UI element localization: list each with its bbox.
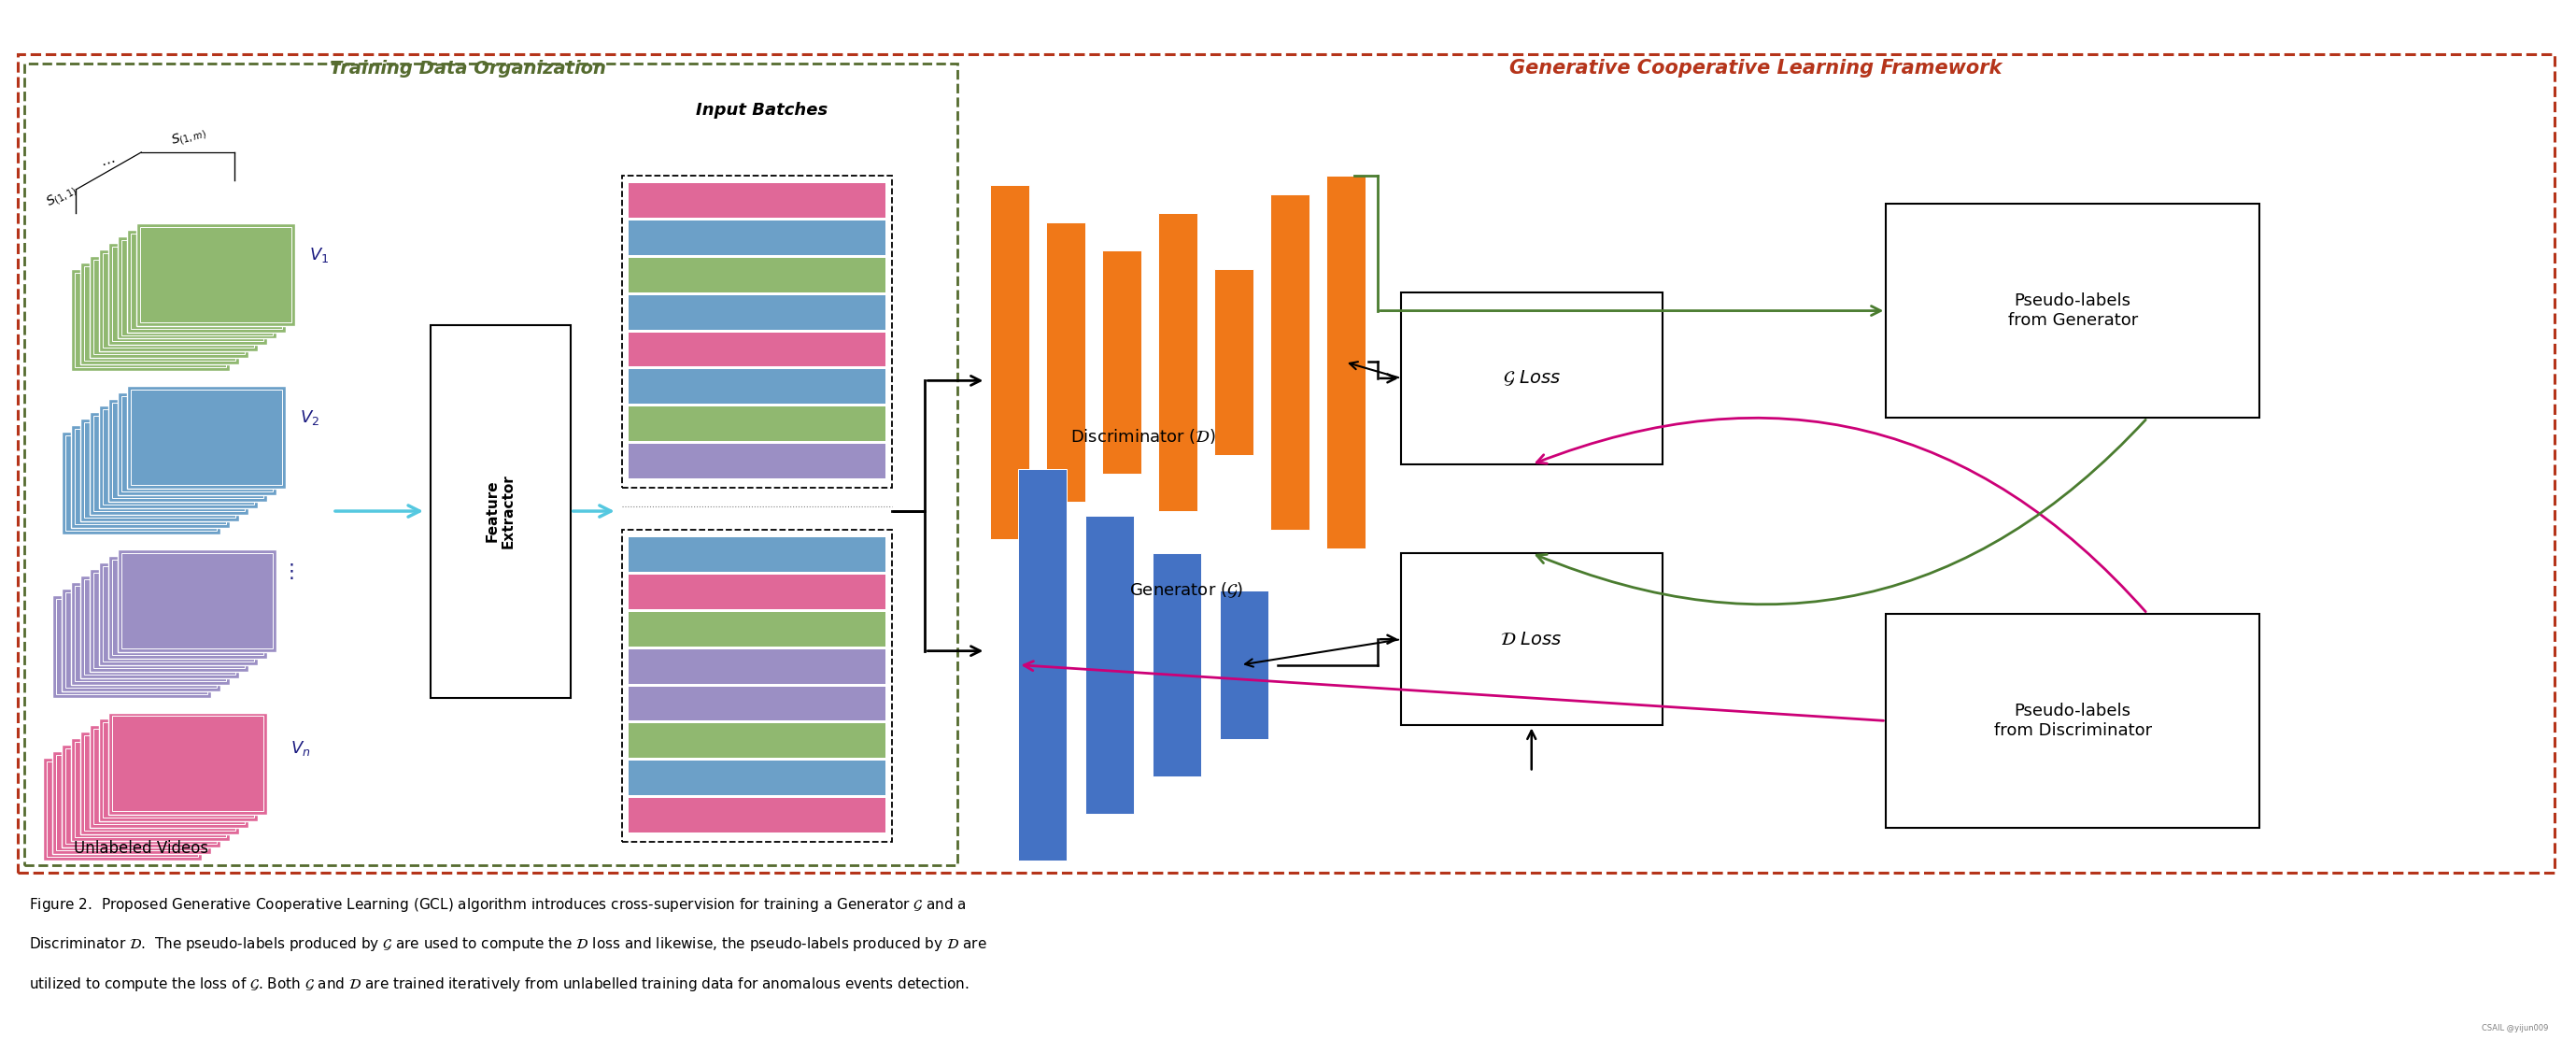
FancyBboxPatch shape <box>108 713 268 815</box>
FancyBboxPatch shape <box>52 595 211 697</box>
Text: Discriminator $\mathcal{D}$.  The pseudo-labels produced by $\mathcal{G}$ are us: Discriminator $\mathcal{D}$. The pseudo-… <box>28 936 987 953</box>
Text: Input Batches: Input Batches <box>696 102 827 119</box>
Text: CSAIL @yijun009: CSAIL @yijun009 <box>2481 1025 2548 1033</box>
Text: $S_{(1,m)}$: $S_{(1,m)}$ <box>170 123 209 150</box>
FancyBboxPatch shape <box>90 413 247 515</box>
FancyBboxPatch shape <box>629 798 886 833</box>
FancyBboxPatch shape <box>62 746 222 848</box>
FancyBboxPatch shape <box>629 406 886 441</box>
FancyBboxPatch shape <box>100 719 258 821</box>
FancyBboxPatch shape <box>629 723 886 758</box>
FancyBboxPatch shape <box>80 575 240 678</box>
FancyBboxPatch shape <box>1221 591 1267 739</box>
FancyBboxPatch shape <box>1159 213 1198 511</box>
FancyBboxPatch shape <box>118 236 276 339</box>
Text: Pseudo-labels
from Discriminator: Pseudo-labels from Discriminator <box>1994 702 2151 739</box>
FancyBboxPatch shape <box>137 223 296 325</box>
Text: $\vdots$: $\vdots$ <box>281 562 294 581</box>
FancyBboxPatch shape <box>80 262 240 364</box>
FancyBboxPatch shape <box>629 687 886 721</box>
FancyBboxPatch shape <box>108 399 268 502</box>
Text: utilized to compute the loss of $\mathcal{G}$. Both $\mathcal{G}$ and $\mathcal{: utilized to compute the loss of $\mathca… <box>28 976 969 993</box>
FancyBboxPatch shape <box>1084 516 1133 814</box>
FancyBboxPatch shape <box>1046 222 1084 502</box>
Text: $S_{(1,1)}$: $S_{(1,1)}$ <box>44 181 80 212</box>
FancyBboxPatch shape <box>80 419 240 521</box>
Text: $\mathcal{D}$ Loss: $\mathcal{D}$ Loss <box>1499 631 1564 649</box>
FancyBboxPatch shape <box>72 269 229 372</box>
Bar <box>26 64 958 866</box>
FancyBboxPatch shape <box>52 752 211 854</box>
FancyBboxPatch shape <box>108 242 268 345</box>
FancyBboxPatch shape <box>1103 251 1141 474</box>
FancyBboxPatch shape <box>108 556 268 658</box>
FancyBboxPatch shape <box>989 185 1030 539</box>
Text: Training Data Organization: Training Data Organization <box>330 60 605 77</box>
FancyBboxPatch shape <box>72 425 229 528</box>
Text: Unlabeled Videos: Unlabeled Videos <box>75 840 209 857</box>
Text: Figure 2.  Proposed Generative Cooperative Learning (GCL) algorithm introduces c: Figure 2. Proposed Generative Cooperativ… <box>28 895 966 913</box>
FancyBboxPatch shape <box>629 370 886 404</box>
Text: $V_2$: $V_2$ <box>299 409 319 428</box>
FancyBboxPatch shape <box>126 386 286 489</box>
FancyBboxPatch shape <box>118 550 276 652</box>
Bar <box>18 55 2555 873</box>
FancyBboxPatch shape <box>90 726 247 828</box>
FancyBboxPatch shape <box>90 256 247 358</box>
Text: $\mathcal{G}$ Loss: $\mathcal{G}$ Loss <box>1502 369 1561 388</box>
FancyBboxPatch shape <box>629 612 886 647</box>
FancyBboxPatch shape <box>72 738 229 841</box>
FancyBboxPatch shape <box>629 444 886 478</box>
FancyBboxPatch shape <box>1213 269 1255 455</box>
FancyBboxPatch shape <box>100 562 258 664</box>
FancyBboxPatch shape <box>629 761 886 795</box>
FancyBboxPatch shape <box>629 220 886 255</box>
FancyBboxPatch shape <box>629 295 886 330</box>
FancyBboxPatch shape <box>62 432 222 535</box>
Bar <box>621 530 891 842</box>
Bar <box>1886 203 2259 418</box>
FancyBboxPatch shape <box>1327 176 1365 549</box>
FancyBboxPatch shape <box>100 405 258 509</box>
FancyBboxPatch shape <box>629 183 886 218</box>
FancyBboxPatch shape <box>629 537 886 572</box>
FancyBboxPatch shape <box>126 230 286 332</box>
Bar <box>621 176 891 488</box>
FancyBboxPatch shape <box>629 575 886 609</box>
FancyBboxPatch shape <box>72 582 229 684</box>
FancyBboxPatch shape <box>90 569 247 672</box>
FancyBboxPatch shape <box>118 393 276 495</box>
FancyBboxPatch shape <box>1151 553 1200 777</box>
Bar <box>1401 292 1662 464</box>
Text: $V_1$: $V_1$ <box>309 245 330 264</box>
Bar <box>430 324 569 697</box>
FancyBboxPatch shape <box>629 258 886 292</box>
FancyBboxPatch shape <box>62 589 222 691</box>
FancyBboxPatch shape <box>80 732 240 835</box>
Text: $\cdots$: $\cdots$ <box>100 153 118 171</box>
FancyBboxPatch shape <box>100 250 258 352</box>
Text: Pseudo-labels
from Generator: Pseudo-labels from Generator <box>2007 293 2138 329</box>
Bar <box>1401 553 1662 726</box>
FancyBboxPatch shape <box>44 758 201 860</box>
FancyBboxPatch shape <box>629 649 886 683</box>
FancyBboxPatch shape <box>629 332 886 366</box>
Text: $V_n$: $V_n$ <box>291 739 312 758</box>
FancyBboxPatch shape <box>1270 194 1309 530</box>
Text: Discriminator ($\mathcal{D}$): Discriminator ($\mathcal{D}$) <box>1072 428 1216 445</box>
Text: Feature
Extractor: Feature Extractor <box>484 474 515 549</box>
Bar <box>1886 614 2259 828</box>
FancyBboxPatch shape <box>1018 470 1066 860</box>
Text: Generative Cooperative Learning Framework: Generative Cooperative Learning Framewor… <box>1510 59 2002 78</box>
Text: Generator ($\mathcal{G}$): Generator ($\mathcal{G}$) <box>1128 581 1244 600</box>
